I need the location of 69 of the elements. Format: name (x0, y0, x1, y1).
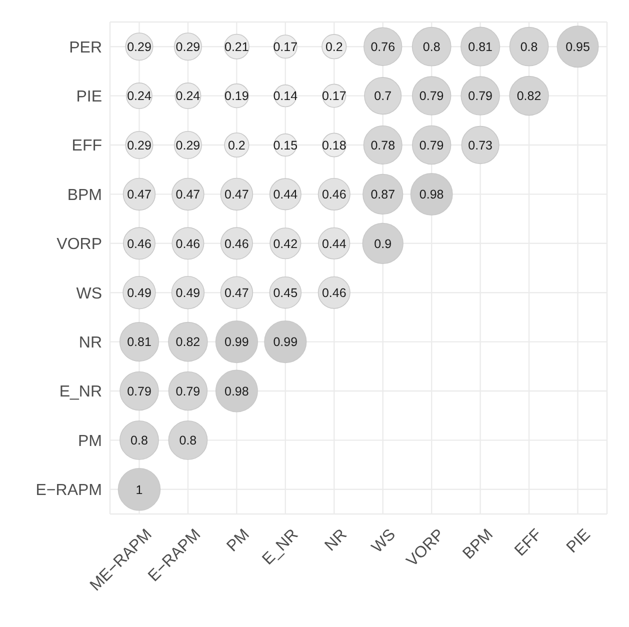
data-label: 0.2 (228, 138, 246, 152)
data-label: 0.98 (224, 384, 249, 398)
y-tick-label: E_NR (59, 384, 102, 401)
data-label: 0.14 (273, 89, 298, 104)
data-label: 0.18 (322, 138, 346, 152)
data-label: 0.87 (370, 188, 396, 202)
data-label: 0.15 (273, 138, 298, 152)
data-label: 0.47 (224, 188, 249, 202)
data-label: 0.2 (325, 40, 343, 54)
data-label: 0.81 (127, 335, 152, 350)
data-label: 0.73 (468, 138, 493, 152)
data-label: 0.24 (176, 89, 200, 104)
data-label: 0.8 (422, 40, 440, 54)
data-label: 0.46 (224, 236, 249, 251)
data-label: 0.79 (419, 138, 444, 152)
y-tick-label: PIE (76, 88, 102, 106)
data-label: 0.79 (176, 384, 200, 398)
data-label: 0.46 (322, 188, 346, 202)
y-tick-label: E−RAPM (36, 482, 102, 500)
data-label: 0.44 (273, 188, 298, 202)
data-label: 0.95 (566, 40, 590, 54)
data-label: 0.45 (273, 286, 298, 300)
data-label: 0.24 (127, 89, 152, 104)
data-label: 0.81 (468, 40, 493, 54)
data-label: 0.79 (127, 384, 152, 398)
data-label: 0.99 (273, 335, 298, 350)
data-label: 0.29 (127, 40, 152, 54)
data-label: 0.8 (520, 40, 538, 54)
data-label: 0.29 (176, 138, 200, 152)
data-label: 0.17 (273, 40, 298, 54)
x-tick-label: PIE (564, 526, 594, 556)
y-tick-label: PM (78, 432, 102, 450)
data-label: 0.46 (127, 236, 152, 251)
data-label: 0.8 (179, 434, 197, 448)
data-label: 0.47 (127, 188, 152, 202)
data-label: 0.19 (224, 89, 249, 104)
y-tick-label: WS (76, 285, 102, 302)
data-label: 0.47 (224, 286, 249, 300)
data-label: 0.47 (176, 188, 200, 202)
data-label: 0.49 (127, 286, 152, 300)
data-label: 0.79 (419, 89, 444, 104)
data-label: 0.9 (374, 236, 392, 251)
data-label: 0.76 (370, 40, 396, 54)
y-tick-label: PER (69, 39, 102, 56)
data-label: 0.29 (127, 138, 152, 152)
data-label: 0.21 (224, 40, 249, 54)
data-label: 0.29 (176, 40, 200, 54)
data-label: 0.44 (322, 236, 346, 251)
data-label: 0.8 (130, 434, 148, 448)
y-tick-label: EFF (72, 138, 102, 155)
x-tick-label: NR (322, 526, 350, 555)
data-label: 0.17 (322, 89, 346, 104)
y-tick-label: BPM (67, 186, 102, 204)
data-label: 0.99 (224, 335, 249, 350)
data-label: 0.79 (468, 89, 493, 104)
data-label: 0.49 (176, 286, 200, 300)
y-tick-label: VORP (56, 236, 102, 254)
data-label: 0.42 (273, 236, 298, 251)
data-label: 0.46 (322, 286, 346, 300)
data-label: 0.82 (176, 335, 200, 350)
x-tick-label: WS (368, 526, 400, 556)
x-tick-label: PM (224, 526, 253, 556)
data-label: 0.7 (374, 89, 392, 104)
data-label: 0.46 (176, 236, 200, 251)
data-label: 0.98 (419, 188, 444, 202)
data-label: 1 (136, 482, 143, 497)
y-tick-label: NR (78, 334, 102, 352)
data-label: 0.82 (516, 89, 542, 104)
data-label: 0.78 (370, 138, 396, 152)
